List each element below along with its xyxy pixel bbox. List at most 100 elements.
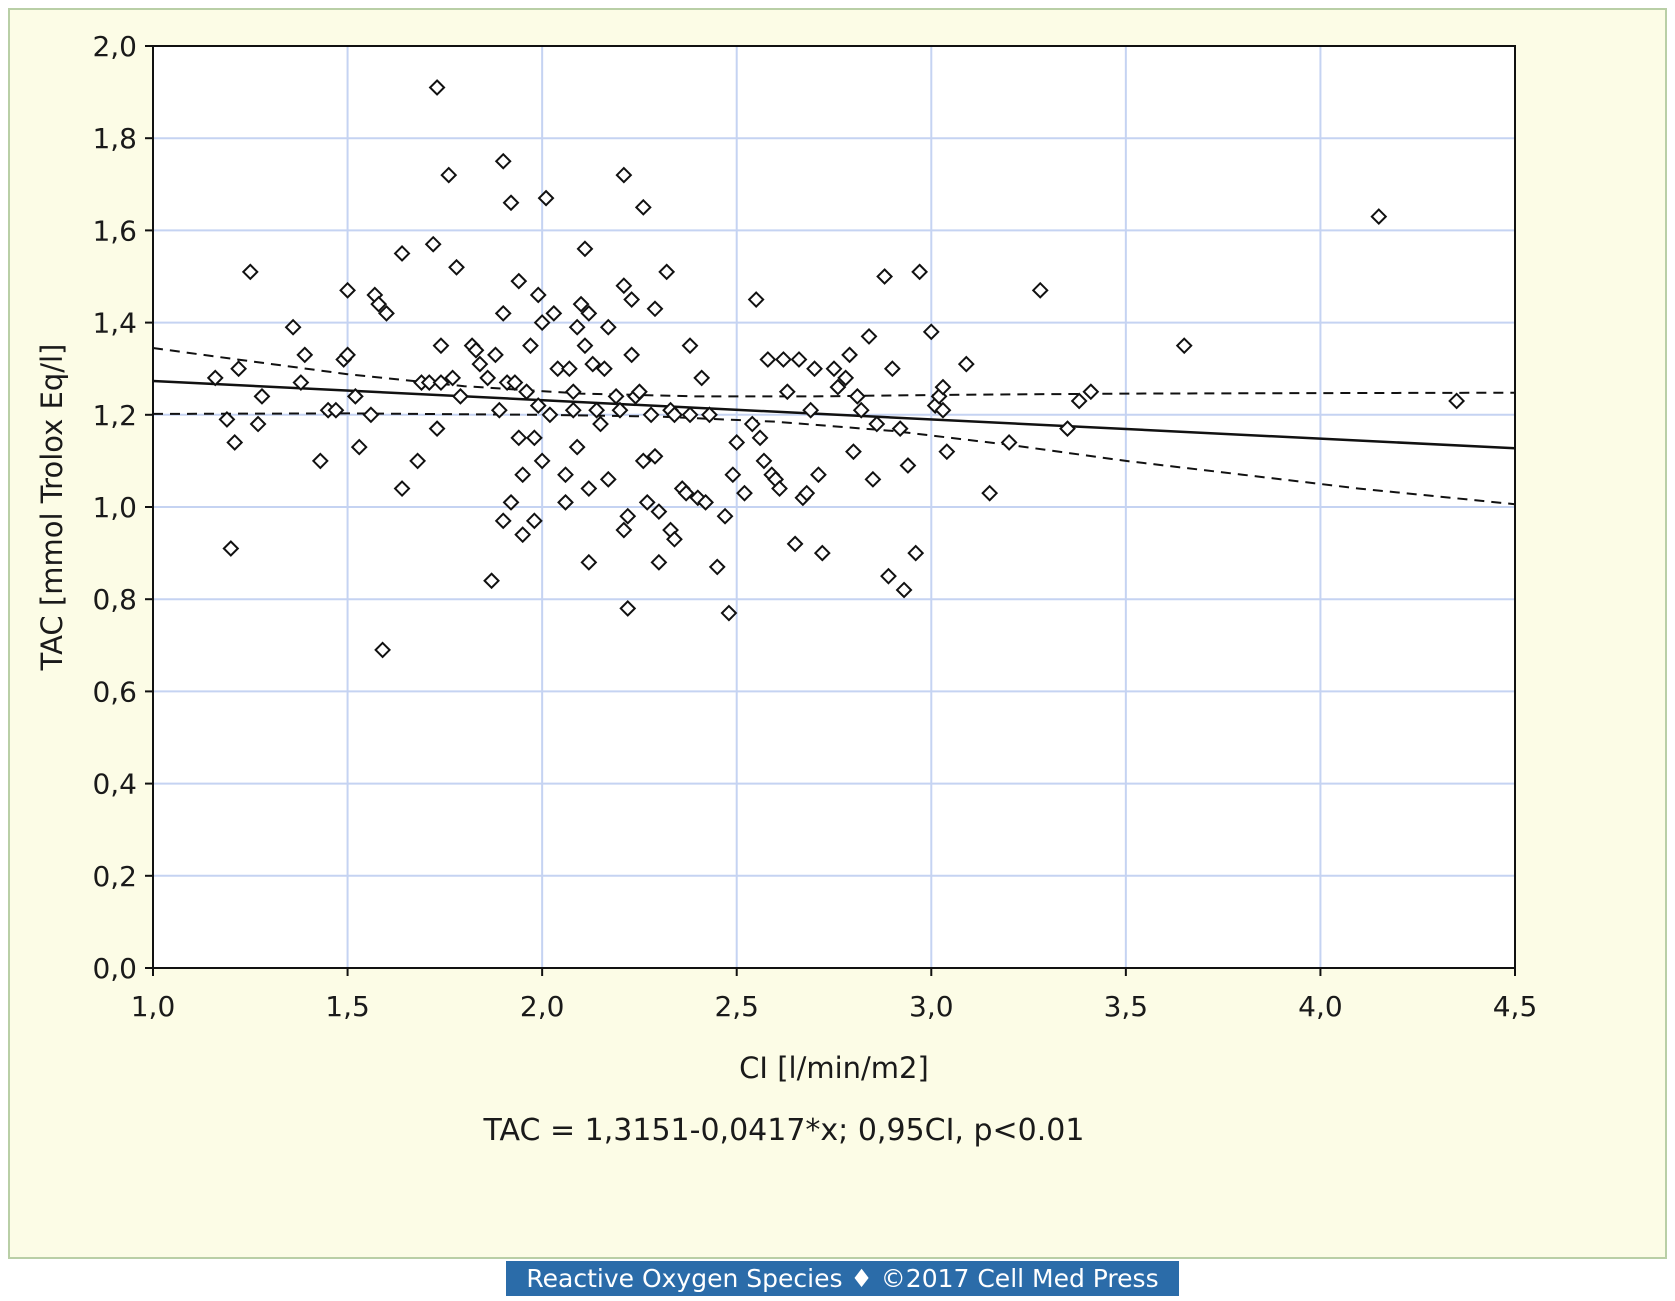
data-point bbox=[693, 369, 711, 387]
data-point bbox=[584, 355, 602, 373]
data-point bbox=[428, 79, 446, 96]
data-point bbox=[631, 383, 648, 401]
data-point bbox=[681, 406, 699, 424]
data-point bbox=[658, 263, 676, 281]
data-point bbox=[549, 360, 567, 378]
data-point bbox=[1000, 434, 1018, 451]
data-point bbox=[420, 374, 438, 391]
data-point bbox=[537, 189, 555, 207]
regression-line bbox=[152, 379, 1516, 450]
data-point bbox=[677, 484, 695, 502]
data-point bbox=[253, 387, 271, 405]
data-point bbox=[557, 493, 574, 511]
data-point bbox=[580, 480, 598, 497]
data-point bbox=[572, 295, 590, 313]
data-point bbox=[327, 401, 345, 419]
data-point bbox=[1082, 383, 1100, 401]
data-point bbox=[907, 544, 925, 562]
data-point bbox=[619, 507, 637, 525]
data-point bbox=[599, 318, 617, 336]
data-point bbox=[510, 429, 528, 447]
data-point bbox=[350, 438, 368, 456]
x-tick-label: 4,5 bbox=[1493, 990, 1538, 1023]
data-point bbox=[514, 526, 532, 544]
data-point bbox=[837, 369, 855, 387]
data-point bbox=[708, 558, 726, 576]
data-point bbox=[1448, 392, 1466, 410]
y-axis-ticks: 0,0 0,2 0,4 0,6 0,8 1,0 1,2 1,4 1,6 1,8 2,0 bbox=[92, 30, 153, 985]
data-point bbox=[798, 484, 816, 502]
confidence-band bbox=[152, 347, 1516, 506]
x-tick-label: 4,0 bbox=[1298, 990, 1343, 1023]
data-point bbox=[471, 355, 489, 373]
data-point bbox=[728, 434, 746, 451]
data-point bbox=[934, 378, 952, 396]
data-point bbox=[1059, 420, 1076, 438]
y-tick-label: 1,8 bbox=[92, 122, 137, 155]
data-point bbox=[533, 452, 551, 470]
data-point bbox=[810, 466, 827, 484]
data-point bbox=[845, 443, 862, 461]
x-tick-label: 3,5 bbox=[1104, 990, 1149, 1023]
data-point bbox=[452, 387, 469, 405]
chart-panel: 1,0 1,5 2,0 2,5 3,0 3,5 4,0 4,5 0,0 0,2 0,4 0,6 0,8… bbox=[8, 8, 1667, 1259]
data-point bbox=[634, 198, 652, 216]
data-point bbox=[525, 512, 543, 530]
data-point bbox=[409, 452, 427, 470]
data-point bbox=[494, 152, 512, 170]
data-point bbox=[522, 337, 539, 355]
scatter-chart: 1,0 1,5 2,0 2,5 3,0 3,5 4,0 4,5 0,0 0,2 0,4 0,6 0,8… bbox=[35, 30, 1538, 1148]
data-point bbox=[778, 383, 796, 401]
data-point bbox=[362, 406, 380, 424]
x-tick-label: 2,5 bbox=[714, 990, 759, 1023]
data-point bbox=[848, 387, 866, 405]
data-point bbox=[1370, 208, 1388, 225]
data-point bbox=[634, 452, 652, 470]
data-point bbox=[701, 406, 718, 424]
data-point bbox=[786, 535, 804, 553]
data-point bbox=[607, 387, 625, 405]
data-point bbox=[241, 263, 259, 281]
y-axis-title: TAC [mmol Trolox Eq/l] bbox=[35, 344, 69, 672]
data-point bbox=[525, 429, 543, 447]
data-point bbox=[393, 480, 411, 497]
data-point bbox=[646, 300, 664, 318]
data-point bbox=[638, 493, 656, 511]
data-point bbox=[541, 406, 559, 424]
data-point bbox=[747, 291, 765, 308]
data-point bbox=[623, 346, 641, 364]
data-point bbox=[502, 493, 520, 511]
data-point bbox=[642, 406, 660, 424]
data-point bbox=[580, 553, 598, 571]
data-point bbox=[825, 360, 843, 378]
data-point bbox=[868, 415, 886, 433]
data-point bbox=[576, 337, 594, 355]
regression bbox=[152, 379, 1516, 450]
data-point bbox=[576, 240, 594, 258]
data-point bbox=[716, 507, 734, 525]
data-point bbox=[650, 553, 668, 571]
data-point bbox=[615, 277, 633, 295]
x-tick-label: 2,0 bbox=[520, 990, 565, 1023]
data-point bbox=[697, 493, 714, 511]
data-point bbox=[899, 457, 917, 474]
data-point bbox=[743, 415, 761, 433]
data-point bbox=[249, 415, 267, 433]
data-point bbox=[218, 410, 236, 428]
data-point bbox=[206, 369, 224, 387]
grid-lines bbox=[153, 46, 1515, 968]
data-point bbox=[841, 346, 858, 364]
data-point bbox=[296, 346, 314, 364]
data-point bbox=[428, 420, 446, 438]
data-point bbox=[911, 263, 929, 281]
data-point bbox=[1175, 337, 1193, 355]
data-point bbox=[588, 401, 606, 419]
data-point bbox=[448, 258, 465, 276]
x-axis-ticks: 1,0 1,5 2,0 2,5 3,0 3,5 4,0 4,5 bbox=[131, 968, 1538, 1023]
data-point bbox=[393, 245, 411, 262]
data-point bbox=[339, 346, 356, 364]
data-point bbox=[938, 443, 956, 461]
y-tick-label: 1,4 bbox=[92, 307, 137, 340]
data-point bbox=[619, 600, 637, 617]
x-axis-title: CI [l/min/m2] bbox=[739, 1051, 929, 1085]
